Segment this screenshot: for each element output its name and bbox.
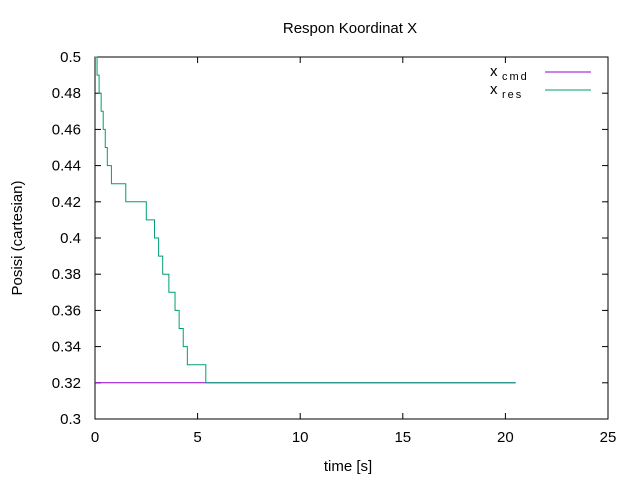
chart-title: Respon Koordinat X [283,20,417,37]
series-line-x-res [95,56,516,384]
legend-label-sub: cmd [502,71,529,83]
x-tick-label: 20 [497,429,514,446]
y-tick-label: 0.32 [52,375,81,392]
y-tick-label: 0.4 [60,230,81,247]
y-tick-label: 0.5 [60,49,81,66]
y-tick-label: 0.3 [60,411,81,428]
y-tick-label: 0.46 [52,121,81,138]
legend-label-main: x [490,63,498,80]
y-axis-title: Posisi (cartesian) [9,180,26,295]
y-tick-label: 0.36 [52,302,81,319]
legend-label-main: x [490,81,498,98]
y-tick-label: 0.38 [52,266,81,283]
x-axis-title: time [s] [324,458,372,475]
y-tick-label: 0.42 [52,194,81,211]
y-axis-ticks: 0.3 0.32 0.34 0.36 0.38 0.4 0.42 0.44 0.46 0.48 0.… [52,49,608,428]
y-tick-label: 0.44 [52,158,81,175]
y-tick-label: 0.34 [52,339,81,356]
x-tick-label: 5 [193,429,201,446]
x-axis-ticks: 0 5 10 15 20 25 [91,57,617,446]
series-layer [95,56,516,384]
x-tick-label: 10 [292,429,309,446]
x-tick-label: 15 [394,429,411,446]
legend-label-sub: res [502,89,523,101]
plot-border [94,56,609,420]
y-tick-label: 0.48 [52,85,81,102]
x-tick-label: 0 [91,429,99,446]
x-tick-label: 25 [600,429,617,446]
plot-frame [94,56,609,420]
